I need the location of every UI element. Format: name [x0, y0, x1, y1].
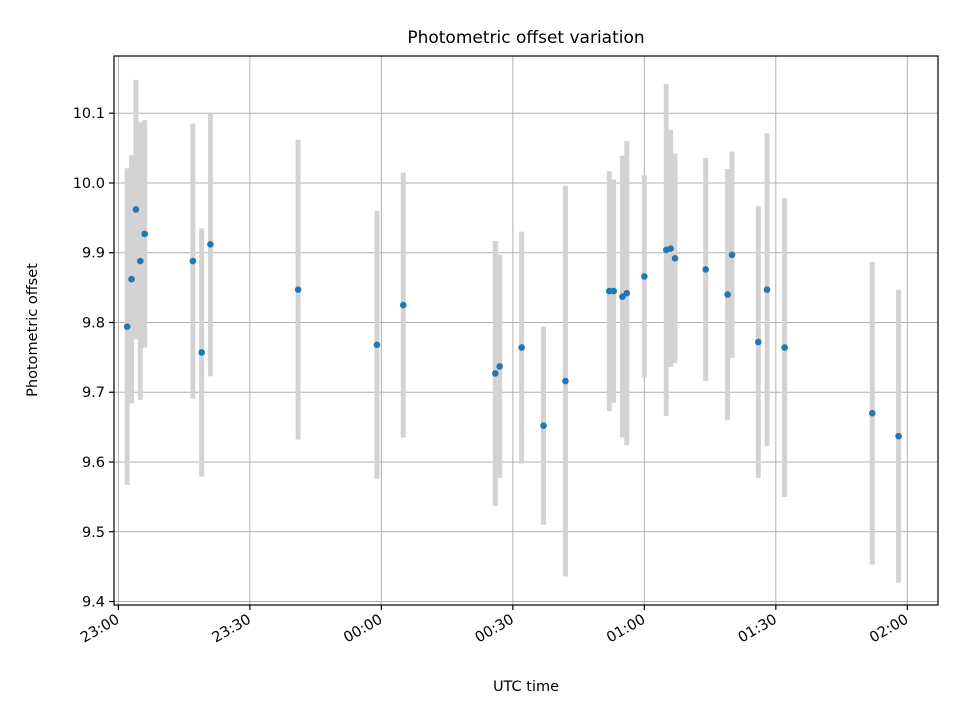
data-point [141, 230, 148, 238]
data-point [781, 344, 788, 351]
data-point [207, 241, 214, 248]
data-point [373, 341, 381, 349]
y-tick-label: 9.4 [82, 595, 105, 611]
data-point [868, 409, 876, 417]
y-tick-label: 9.7 [82, 385, 105, 401]
data-point [702, 266, 710, 273]
data-point [132, 206, 140, 213]
data-point [123, 323, 131, 330]
chart-title: Photometric offset variation [407, 28, 644, 48]
data-point [294, 286, 302, 293]
y-tick-label: 9.8 [82, 315, 105, 331]
data-point [754, 338, 762, 346]
y-tick-label: 10.0 [73, 176, 105, 192]
plot-frame [113, 55, 939, 606]
data-point [641, 273, 648, 280]
data-point [492, 370, 499, 377]
data-point [518, 344, 525, 351]
data-point [399, 301, 407, 309]
data-point [189, 257, 197, 265]
data-point [667, 245, 674, 252]
data-point [623, 289, 631, 297]
data-point [540, 422, 547, 430]
tick-layer: 23:00 23:30 00:00 00:30 01:00 01:30 02:009.49.… [73, 106, 912, 646]
data-point [496, 363, 504, 370]
y-tick-label: 9.5 [82, 525, 105, 541]
data-point [198, 349, 205, 356]
data-point [610, 287, 617, 295]
data-point [562, 377, 569, 385]
data-point [128, 275, 135, 283]
data-point [763, 286, 771, 293]
data-point [724, 291, 731, 298]
y-tick-label: 9.9 [82, 246, 105, 262]
data-point [895, 432, 902, 440]
y-tick-label: 9.6 [82, 455, 105, 471]
x-axis-label: UTC time [493, 679, 559, 695]
y-tick-label: 10.1 [73, 106, 105, 122]
data-point-layer [123, 206, 902, 440]
data-point [671, 254, 679, 262]
y-axis-label: Photometric offset [25, 263, 41, 397]
data-point [728, 251, 736, 259]
data-point [136, 257, 144, 265]
